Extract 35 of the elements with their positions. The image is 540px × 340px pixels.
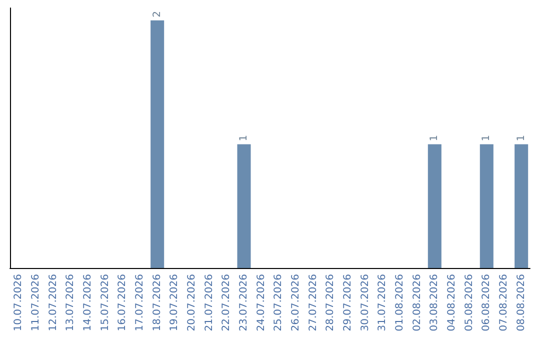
x-tick-label: 15.07.2026: [100, 274, 111, 332]
x-tick-label: 18.07.2026: [152, 274, 163, 332]
x-tick-label: 13.07.2026: [65, 274, 76, 332]
x-tick-label: 23.07.2026: [238, 274, 250, 332]
data-label: 1: [238, 134, 250, 142]
x-tick-label: 06.08.2026: [481, 274, 492, 332]
x-tick-label: 10.07.2026: [13, 274, 24, 332]
x-tick-label: 19.07.2026: [169, 274, 180, 332]
x-tick-label: 17.07.2026: [134, 274, 146, 332]
x-tick-label: 24.07.2026: [256, 274, 267, 332]
data-label: 2: [152, 11, 163, 18]
x-tick-label: 29.07.2026: [342, 274, 354, 332]
x-tick-label: 30.07.2026: [360, 274, 371, 332]
x-tick-label: 02.08.2026: [412, 274, 423, 332]
x-tick-label: 11.07.2026: [30, 274, 42, 332]
x-tick-label: 03.08.2026: [429, 274, 440, 332]
data-label: 1: [481, 134, 492, 142]
x-tick-label: 31.07.2026: [377, 274, 388, 332]
x-tick-label: 26.07.2026: [290, 274, 302, 332]
x-tick-label: 01.08.2026: [394, 274, 406, 332]
x-tick-label: 08.08.2026: [516, 274, 527, 332]
x-tick-label: 05.08.2026: [464, 274, 475, 332]
x-tick-label: 20.07.2026: [186, 274, 198, 332]
x-tick-label: 16.07.2026: [117, 274, 128, 332]
x-tick-label: 14.07.2026: [82, 274, 94, 332]
x-tick-label: 22.07.2026: [221, 274, 232, 332]
x-tick-label: 07.08.2026: [498, 274, 510, 332]
x-tick-label: 28.07.2026: [325, 274, 336, 332]
x-tick-label: 25.07.2026: [273, 274, 284, 332]
x-tick-label: 12.07.2026: [48, 274, 59, 332]
data-label: 1: [516, 134, 527, 142]
x-tick-label: 04.08.2026: [446, 274, 458, 332]
x-tick-label: 27.07.2026: [308, 274, 319, 332]
x-tick-label: 21.07.2026: [204, 274, 215, 332]
data-label: 1: [429, 134, 440, 142]
